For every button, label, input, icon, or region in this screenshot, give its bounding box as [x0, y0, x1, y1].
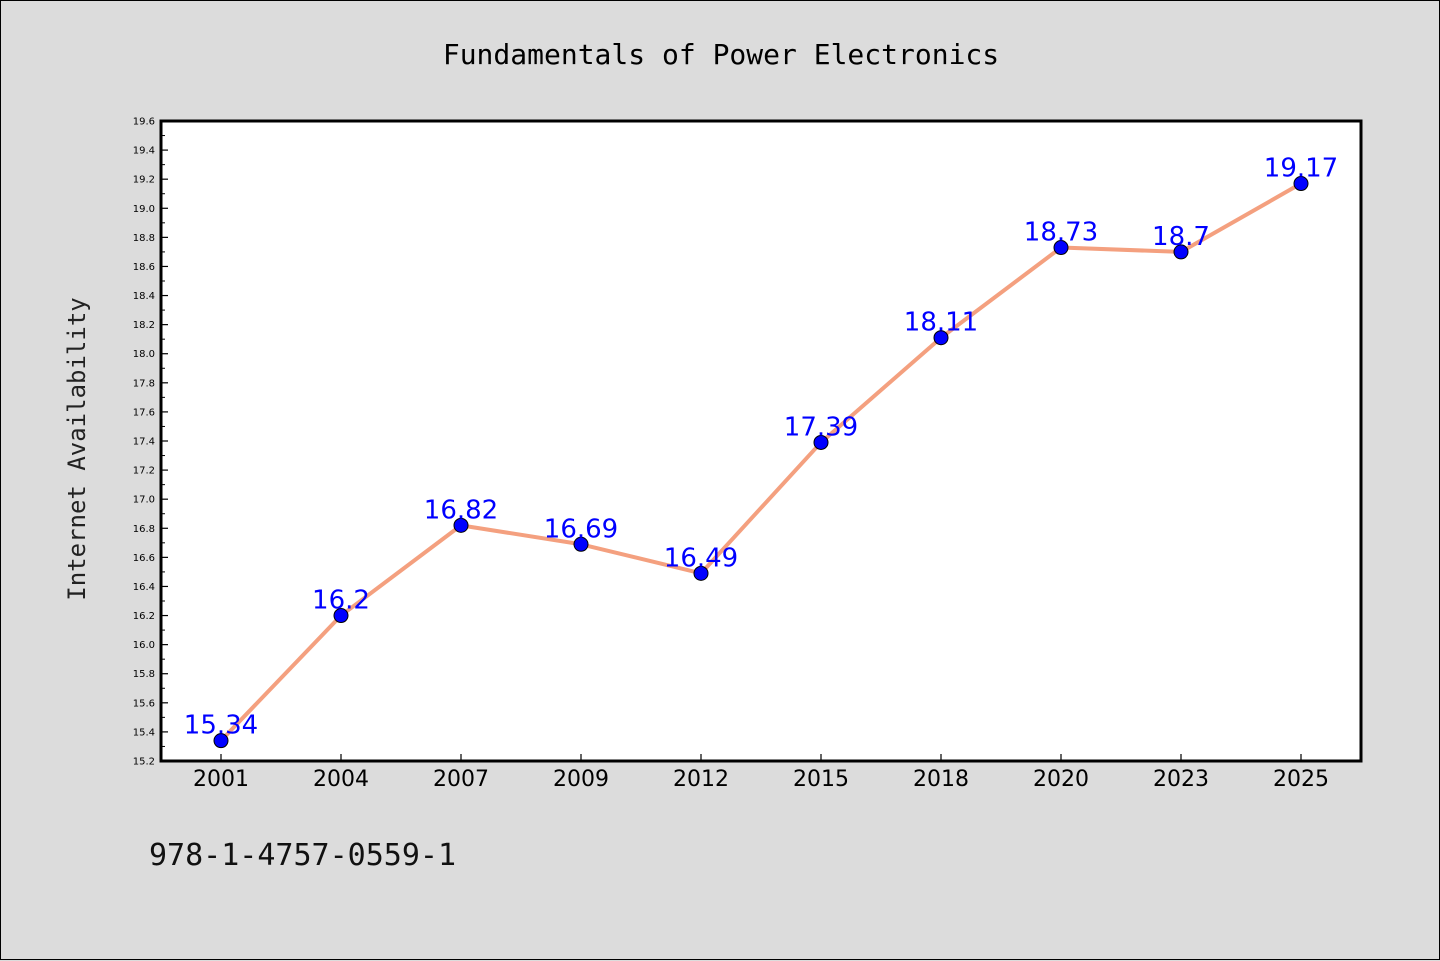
data-point-marker	[1293, 176, 1309, 192]
y-tick-label: 16.2	[133, 611, 155, 622]
y-tick-label: 17.6	[133, 407, 155, 418]
data-point-marker	[453, 517, 469, 533]
y-tick-label: 16.4	[133, 582, 155, 593]
data-point-label: 18.7	[1152, 222, 1210, 252]
y-tick-label: 15.6	[133, 698, 155, 709]
chart-title: Fundamentals of Power Electronics	[443, 38, 999, 71]
y-tick-label: 17.2	[133, 466, 155, 477]
data-point-label: 16.69	[544, 514, 618, 544]
x-tick-label: 2023	[1153, 767, 1209, 792]
series-line	[219, 181, 1303, 743]
y-tick-label: 18.2	[133, 320, 155, 331]
x-tick-label: 2015	[793, 767, 849, 792]
data-point-label: 18.11	[904, 308, 978, 338]
y-tick-label: 18.6	[133, 262, 155, 273]
data-point-marker	[213, 733, 229, 749]
data-point-label: 18.73	[1024, 218, 1098, 248]
data-point-marker	[933, 330, 949, 346]
series-lines	[219, 181, 1303, 743]
footer-isbn: 978-1-4757-0559-1	[149, 838, 456, 873]
data-point-marker	[573, 536, 589, 552]
y-axis-label: Internet Availability	[63, 297, 91, 600]
data-labels: 15.34 16.2 16.82 16.69 16.49 17.39 18.11 18.73 1…	[184, 154, 1338, 741]
x-tick-label: 2020	[1033, 767, 1089, 792]
y-tick-label: 18.0	[133, 349, 155, 360]
y-tick-label: 18.4	[133, 291, 155, 302]
x-tick-label: 2012	[673, 767, 729, 792]
data-point-label: 16.82	[424, 495, 498, 525]
y-tick-label: 15.4	[133, 727, 155, 738]
x-tick-label: 2004	[313, 767, 369, 792]
data-point-marker	[333, 608, 349, 624]
data-point-label: 15.34	[184, 711, 258, 741]
y-tick-label: 17.8	[133, 378, 155, 389]
data-point-marker	[813, 434, 829, 450]
y-tick-label: 19.0	[133, 204, 155, 215]
data-point-label: 19.17	[1264, 154, 1338, 184]
data-markers	[213, 176, 1309, 749]
y-tick-label: 17.4	[133, 437, 155, 448]
x-tick-label: 2025	[1273, 767, 1329, 792]
data-point-label: 17.39	[784, 412, 858, 442]
x-tick-label: 2001	[193, 767, 249, 792]
data-point-marker	[1053, 240, 1069, 256]
y-tick-label: 15.2	[133, 757, 155, 768]
y-tick-label: 16.0	[133, 640, 155, 651]
data-point-label: 16.2	[312, 586, 370, 616]
y-tick-label: 19.6	[133, 117, 155, 128]
y-tick-label: 16.6	[133, 553, 155, 564]
x-axis-ticks: 2001 2004 2007 2009 2012 2015 2018 2020 2023 2025	[193, 754, 1329, 792]
x-tick-label: 2009	[553, 767, 609, 792]
x-tick-label: 2007	[433, 767, 489, 792]
y-axis-ticks: 15.2 15.4 15.6 15.8 16.0 16.2 16.4 16.6 16.8 17.0…	[133, 117, 168, 768]
data-point-marker	[693, 565, 709, 581]
plot-area	[159, 119, 1363, 763]
y-tick-label: 19.4	[133, 146, 155, 157]
y-tick-label: 17.0	[133, 495, 155, 506]
y-tick-label: 16.8	[133, 524, 155, 535]
x-tick-label: 2018	[913, 767, 969, 792]
y-tick-label: 18.8	[133, 233, 155, 244]
y-tick-label: 19.2	[133, 175, 155, 186]
data-point-label: 16.49	[664, 543, 738, 573]
y-tick-label: 15.8	[133, 669, 155, 680]
data-point-marker	[1173, 244, 1189, 260]
